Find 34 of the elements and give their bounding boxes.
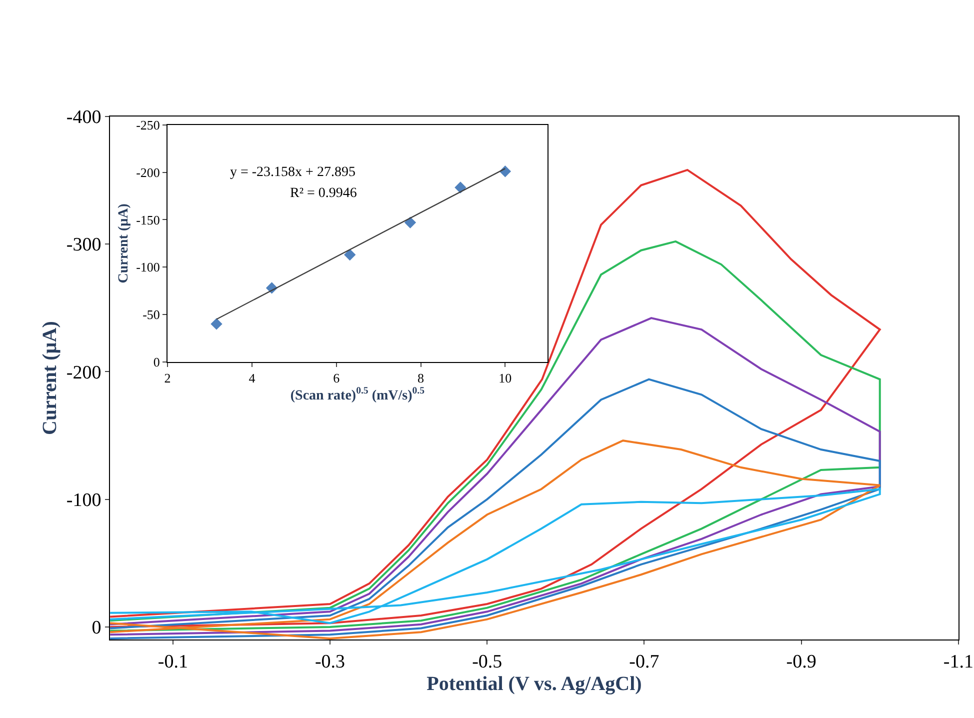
point xyxy=(210,318,222,330)
y-tick-label: -200 xyxy=(136,164,160,180)
y-tick-label: -100 xyxy=(66,490,102,511)
y-tick-label: -200 xyxy=(66,362,102,384)
y-tick-label: -50 xyxy=(142,307,160,322)
y-tick-label: -150 xyxy=(136,212,160,228)
x-tick-label: 4 xyxy=(248,370,256,386)
point xyxy=(404,216,416,228)
y-axis-title: Current (µA) xyxy=(116,203,132,284)
x-axis-title: Potential (V vs. Ag/AgCl) xyxy=(426,673,642,696)
x-tick-label: -1.1 xyxy=(943,652,974,673)
annotation: R² = 0.9946 xyxy=(290,186,357,201)
x-tick-label: 10 xyxy=(498,370,512,386)
x-tick-label: -0.3 xyxy=(314,652,346,673)
line-series xyxy=(110,168,881,628)
x-tick-label: 6 xyxy=(333,370,340,386)
x-tick-label: -0.9 xyxy=(786,652,816,673)
x-tick-label: -0.1 xyxy=(158,652,188,673)
y-axis-title: Current (µA) xyxy=(38,321,61,435)
point xyxy=(344,248,356,261)
y-tick-label: -400 xyxy=(66,106,102,128)
x-tick-label: 2 xyxy=(164,370,171,386)
line-series xyxy=(110,488,881,624)
annotation: y = -23.158x + 27.895 xyxy=(230,165,356,180)
x-tick-label: 8 xyxy=(418,370,424,386)
y-tick-label: 0 xyxy=(92,618,102,639)
y-tick-label: -100 xyxy=(136,260,160,275)
x-axis-title: (Scan rate)$^{0.5}$ (mV/s)$^{0.5}$ xyxy=(290,385,425,404)
y-tick-label: -250 xyxy=(136,117,160,132)
y-tick-label: -300 xyxy=(66,234,102,256)
x-tick-label: -0.5 xyxy=(472,652,502,673)
x-tick-label: -0.7 xyxy=(629,652,660,673)
y-tick-label: 0 xyxy=(153,354,160,370)
line-series xyxy=(110,440,881,640)
